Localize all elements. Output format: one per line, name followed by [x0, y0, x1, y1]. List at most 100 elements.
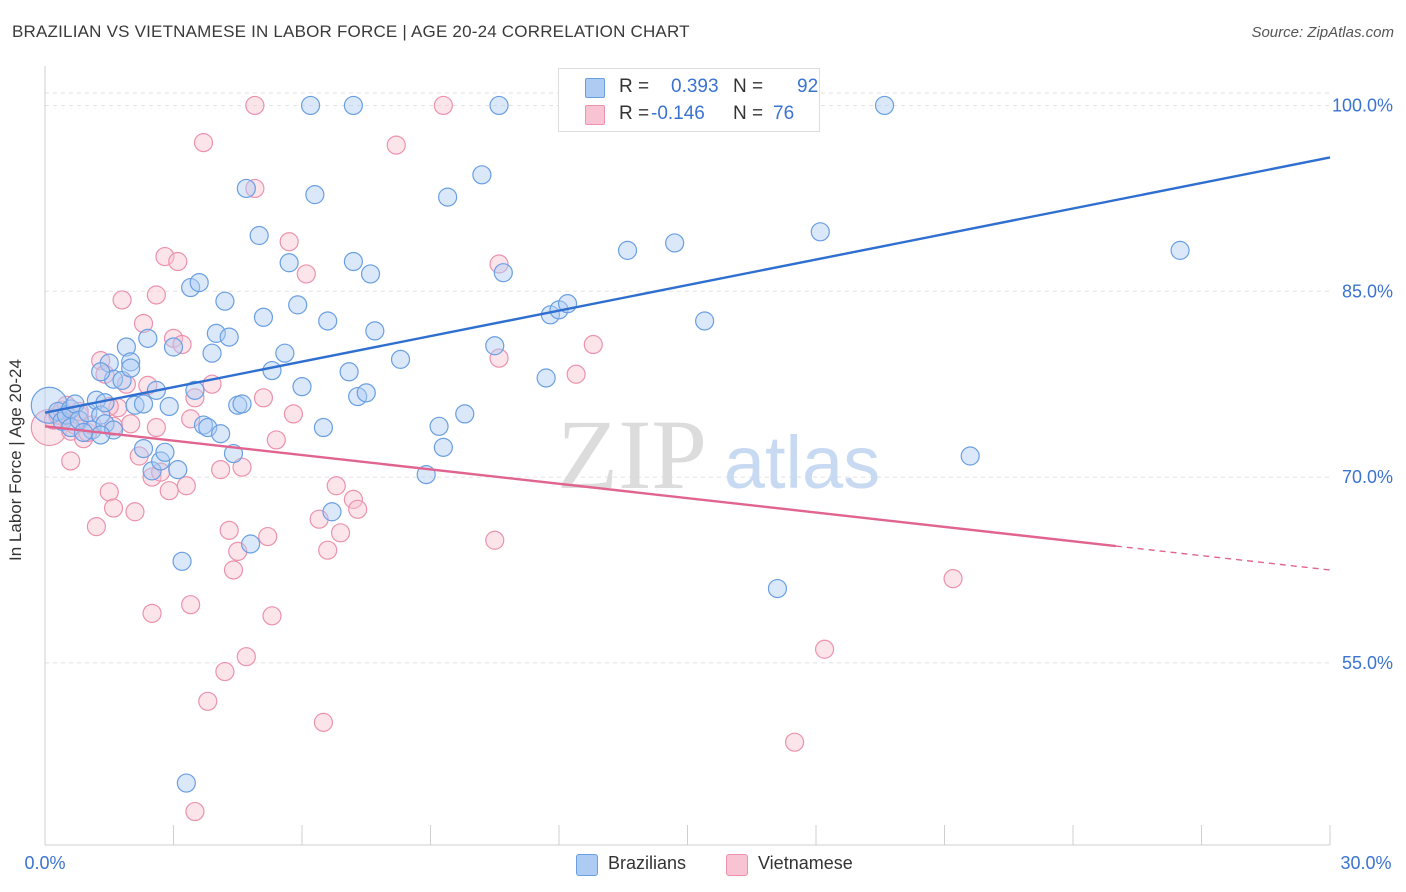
vietnamese-point — [296, 264, 316, 284]
brazilians-point — [215, 291, 235, 311]
x-tick-label: 30.0% — [1340, 853, 1391, 873]
vietnamese-point — [566, 364, 586, 384]
brazilians-point — [133, 438, 154, 459]
vietnamese-point — [245, 95, 265, 116]
brazilians-point — [30, 386, 68, 424]
brazilians-point — [810, 222, 830, 242]
brazilians-point — [767, 578, 788, 599]
vietnamese-point — [99, 482, 119, 502]
y-axis-label: In Labor Force | Age 20-24 — [6, 359, 25, 561]
vietnamese-point — [266, 430, 286, 450]
vietnamese-point — [262, 606, 282, 626]
brazilians-point — [91, 405, 111, 425]
brazilians-point — [232, 394, 252, 414]
brazilians-point — [241, 534, 261, 554]
vietnamese-point — [159, 481, 179, 501]
y-tick-label: 70.0% — [1342, 467, 1393, 487]
brazilians-swatch — [585, 78, 605, 98]
vietnamese-trend-line — [44, 425, 1116, 548]
brazilians-point — [429, 416, 449, 436]
brazilians-point — [365, 321, 385, 341]
vietnamese-point — [219, 520, 239, 540]
vietnamese-point — [155, 246, 175, 267]
vietnamese-point — [313, 712, 334, 732]
brazilians-point — [360, 264, 381, 284]
y-tick-label: 55.0% — [1342, 653, 1393, 673]
vietnamese-point — [223, 560, 244, 580]
vietnamese-point — [330, 523, 351, 543]
brazilians-point — [138, 328, 158, 348]
brazilians-legend-label: Brazilians — [608, 853, 687, 873]
brazilians-r-value: 0.393 — [671, 76, 719, 97]
vietnamese-trend-extension — [1115, 545, 1331, 571]
brazilians-point — [253, 307, 274, 327]
brazilians-point — [121, 358, 141, 378]
brazilians-point — [172, 551, 192, 571]
brazilians-point — [493, 263, 513, 283]
brazilians-point — [322, 502, 342, 522]
brazilians-n-value: 92 — [797, 76, 819, 97]
vietnamese-r-value: -0.146 — [651, 103, 705, 124]
vietnamese-point — [326, 476, 346, 496]
brazilians-point — [155, 442, 175, 462]
brazilians-legend-swatch — [576, 854, 598, 876]
vietnamese-point — [433, 95, 453, 116]
stats-legend: R = 0.393 N = 92 R = -0.146 N = 76 — [558, 68, 820, 132]
brazilians-point — [292, 377, 312, 397]
brazilians-trend-line — [44, 156, 1331, 414]
vietnamese-point — [348, 499, 368, 519]
vietnamese-point — [253, 388, 274, 408]
vietnamese-point — [258, 526, 278, 547]
brazilians-point — [390, 349, 411, 369]
brazilians-point — [116, 337, 136, 357]
brazilians-point — [163, 337, 184, 357]
vietnamese-point — [343, 489, 363, 509]
brazilians-point — [279, 253, 299, 273]
brazilians-point — [438, 187, 458, 207]
vietnamese-point — [185, 801, 205, 822]
vietnamese-point — [103, 498, 124, 518]
vietnamese-point — [146, 285, 166, 305]
brazilians-point — [275, 343, 295, 363]
trend-lines — [44, 156, 1331, 571]
brazilians-point — [305, 185, 325, 205]
vietnamese-point — [489, 254, 509, 274]
brazilians-point — [433, 437, 453, 457]
brazilians-point — [202, 343, 222, 363]
brazilians-point — [288, 295, 308, 315]
x-tick-label: 0.0% — [24, 853, 65, 873]
brazilians-point — [318, 311, 338, 331]
vietnamese-point — [193, 133, 214, 153]
vietnamese-point — [176, 476, 196, 496]
brazilians-point — [300, 95, 321, 116]
vietnamese-point — [232, 457, 252, 477]
vietnamese-point — [386, 135, 406, 155]
vietnamese-point — [146, 417, 166, 438]
brazilians-point — [168, 460, 188, 480]
vietnamese-point — [784, 732, 805, 752]
vietnamese-point — [185, 388, 205, 408]
vietnamese-point — [86, 517, 107, 537]
brazilians-point — [356, 383, 376, 403]
vietnamese-legend-swatch — [726, 854, 748, 876]
brazilians-point — [91, 362, 111, 382]
vietnamese-point — [814, 639, 835, 659]
brazilians-point — [874, 95, 895, 116]
brazilians-point — [1170, 240, 1190, 260]
vietnamese-point — [181, 595, 201, 615]
legend-r-label: R = — [619, 76, 650, 97]
brazilians-point — [91, 425, 111, 445]
brazilians-point — [313, 417, 334, 438]
y-tick-label: 100.0% — [1332, 95, 1393, 115]
brazilians-point — [206, 323, 226, 343]
vietnamese-n-value: 76 — [773, 103, 795, 124]
watermark-zip: ZIP — [557, 399, 707, 510]
brazilians-point — [536, 368, 556, 388]
legend-n-label: N = — [733, 103, 764, 124]
brazilians-point — [211, 424, 231, 444]
legend-r-label: R = — [619, 103, 650, 124]
vietnamese-point — [485, 530, 505, 550]
vietnamese-point — [125, 502, 145, 522]
brazilians-point — [339, 362, 359, 382]
